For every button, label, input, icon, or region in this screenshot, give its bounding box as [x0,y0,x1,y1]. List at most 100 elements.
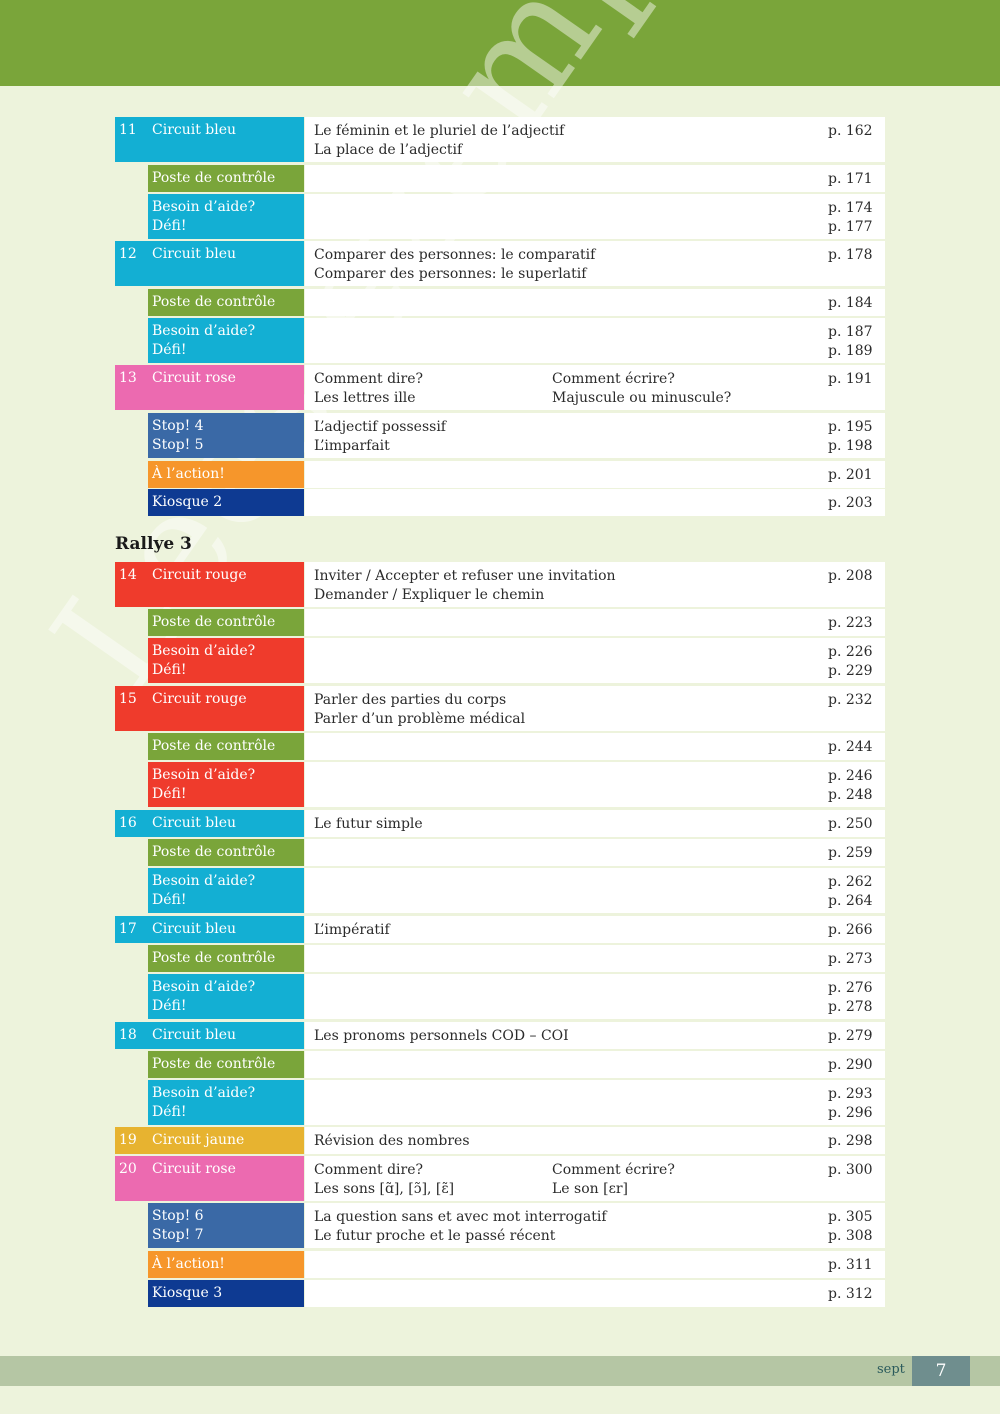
page-reference[interactable]: p. 312 [828,1286,873,1302]
page-reference[interactable]: p. 162 [828,123,873,139]
chapter-number-text: 11 [119,122,137,138]
section-label-text: Besoin d’aide? Défi! [152,873,256,908]
page-reference[interactable]: p. 171 [828,171,873,187]
section-label[interactable]: Stop! 6 Stop! 7 [148,1203,304,1248]
section-label-text: Circuit rouge [152,567,247,583]
chapter-number-text: 19 [119,1132,137,1148]
section-content: p. 246 p. 248 [305,762,885,807]
page-reference[interactable]: p. 298 [828,1133,873,1149]
page-reference[interactable]: p. 250 [828,816,873,832]
topic-text: Révision des nombres [314,1133,470,1149]
section-content: Les pronoms personnels COD – COI p. 279 [305,1022,885,1049]
page-reference[interactable]: p. 246 p. 248 [828,768,873,803]
section-label-text: Poste de contrôle [152,170,276,186]
section-label[interactable]: Circuit rose [148,365,304,410]
section-label-text: Besoin d’aide? Défi! [152,767,256,802]
page-reference[interactable]: p. 226 p. 229 [828,644,873,679]
toc-row: 13 Circuit rose Comment dire? Les lettres … [115,365,885,410]
section-label[interactable]: Circuit jaune [148,1127,304,1154]
section-label[interactable]: Besoin d’aide? Défi! [148,974,304,1019]
section-label-text: Stop! 4 Stop! 5 [152,418,204,453]
toc-row: Poste de contrôle p. 171 [115,165,885,192]
section-content: La question sans et avec mot interrogati… [305,1203,885,1248]
page-reference[interactable]: p. 232 [828,692,873,708]
section-label[interactable]: Besoin d’aide? Défi! [148,868,304,913]
page-reference[interactable]: p. 208 [828,568,873,584]
page-reference[interactable]: p. 300 [828,1162,873,1178]
page-reference[interactable]: p. 266 [828,922,873,938]
section-label[interactable]: Besoin d’aide? Défi! [148,1080,304,1125]
page-reference[interactable]: p. 174 p. 177 [828,200,873,235]
chapter-number-text: 18 [119,1027,137,1043]
chapter-number: 19 [115,1127,148,1154]
section-label[interactable]: Besoin d’aide? Défi! [148,318,304,363]
toc-row: Besoin d’aide? Défi! p. 293 p. 296 [115,1080,885,1125]
section-label[interactable]: Poste de contrôle [148,733,304,760]
page-reference[interactable]: p. 195 p. 198 [828,419,873,454]
topic-text: L’adjectif possessif L’imparfait [314,419,446,454]
section-label[interactable]: À l’action! [148,1251,304,1278]
section-content: L’adjectif possessif L’imparfait p. 195 p… [305,413,885,458]
page-reference[interactable]: p. 191 [828,371,873,387]
page-reference[interactable]: p. 184 [828,295,873,311]
section-label[interactable]: Kiosque 2 [148,489,304,516]
section-label[interactable]: Stop! 4 Stop! 5 [148,413,304,458]
section-label-text: Circuit bleu [152,122,237,138]
section-label[interactable]: Poste de contrôle [148,609,304,636]
page-reference[interactable]: p. 223 [828,615,873,631]
page-reference[interactable]: p. 293 p. 296 [828,1086,873,1121]
section-label-text: Kiosque 3 [152,1285,223,1301]
page-reference[interactable]: p. 273 [828,951,873,967]
page-reference[interactable]: p. 259 [828,845,873,861]
section-label[interactable]: Besoin d’aide? Défi! [148,638,304,683]
toc-row: 19 Circuit jaune Révision des nombres p. 29… [115,1127,885,1154]
chapter-number-text: 14 [119,567,137,583]
section-label-text: Circuit rouge [152,691,247,707]
toc-row: Poste de contrôle p. 244 [115,733,885,760]
page-reference[interactable]: p. 290 [828,1057,873,1073]
section-label[interactable]: Poste de contrôle [148,289,304,316]
section-content: Comment dire? Les sons [ɑ̃], [ɔ̃], [ɛ̃] C… [305,1156,885,1201]
chapter-number: 14 [115,562,148,607]
section-label[interactable]: Circuit bleu [148,241,304,286]
section-label[interactable]: Poste de contrôle [148,945,304,972]
section-label[interactable]: Circuit bleu [148,810,304,837]
section-label[interactable]: À l’action! [148,461,304,488]
section-label[interactable]: Circuit bleu [148,1022,304,1049]
section-label[interactable]: Poste de contrôle [148,165,304,192]
section-label[interactable]: Poste de contrôle [148,839,304,866]
section-label-text: Kiosque 2 [152,494,223,510]
page-reference[interactable]: p. 279 [828,1028,873,1044]
page-reference[interactable]: p. 201 [828,467,873,483]
toc-row: 12 Circuit bleu Comparer des personnes: le… [115,241,885,286]
page-reference[interactable]: p. 187 p. 189 [828,324,873,359]
chapter-number: 12 [115,241,148,286]
page-reference[interactable]: p. 276 p. 278 [828,980,873,1015]
chapter-number-text: 17 [119,921,137,937]
toc-row: Stop! 6 Stop! 7 La question sans et avec … [115,1203,885,1248]
page-reference[interactable]: p. 262 p. 264 [828,874,873,909]
page-reference[interactable]: p. 244 [828,739,873,755]
section-content: p. 244 [305,733,885,760]
page-reference[interactable]: p. 178 [828,247,873,263]
toc-row: Besoin d’aide? Défi! p. 174 p. 177 [115,194,885,239]
page-reference[interactable]: p. 203 [828,495,873,511]
chapter-number: 11 [115,117,148,162]
section-label[interactable]: Circuit bleu [148,117,304,162]
section-label[interactable]: Kiosque 3 [148,1280,304,1307]
section-label-text: Besoin d’aide? Défi! [152,1085,256,1120]
page-reference[interactable]: p. 311 [828,1257,873,1273]
toc-row: 20 Circuit rose Comment dire? Les sons [ɑ̃… [115,1156,885,1201]
section-label[interactable]: Circuit rouge [148,562,304,607]
section-label[interactable]: Circuit rose [148,1156,304,1201]
toc-row: Poste de contrôle p. 290 [115,1051,885,1078]
toc-row: À l’action! p. 311 [115,1251,885,1278]
section-label[interactable]: Circuit rouge [148,686,304,731]
section-label[interactable]: Circuit bleu [148,916,304,943]
section-label[interactable]: Besoin d’aide? Défi! [148,194,304,239]
section-label[interactable]: Poste de contrôle [148,1051,304,1078]
top-color-bar [0,0,1000,86]
topic-text: La question sans et avec mot interrogati… [314,1209,607,1244]
section-label[interactable]: Besoin d’aide? Défi! [148,762,304,807]
page-reference[interactable]: p. 305 p. 308 [828,1209,873,1244]
